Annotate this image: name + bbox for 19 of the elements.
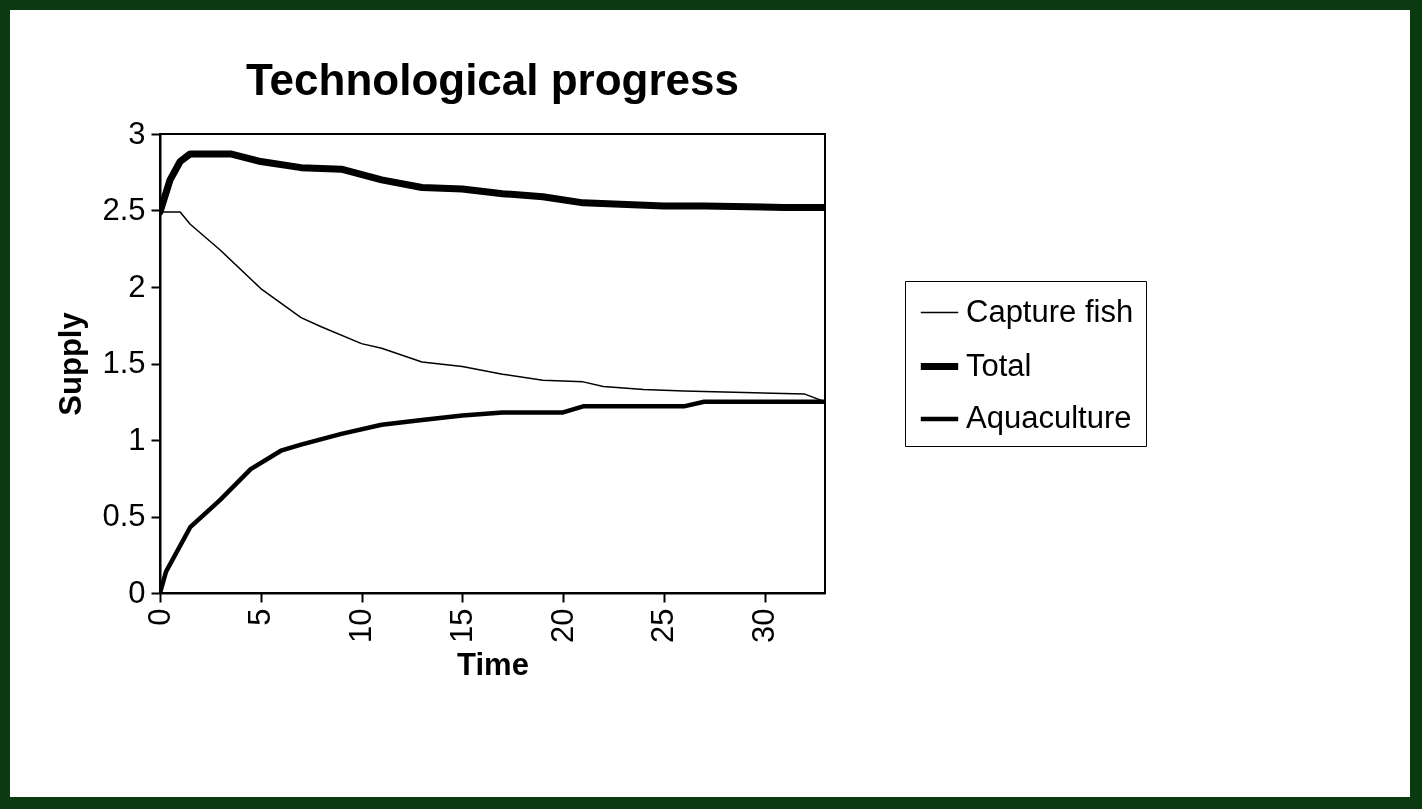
y-tick-label: 1.5 [102, 345, 146, 380]
x-tick-label: 10 [343, 608, 379, 643]
y-axis-title: Supply [53, 311, 89, 416]
y-tick-label: 2 [128, 268, 146, 304]
x-tick-label: 30 [746, 608, 782, 643]
x-axis-title: Time [457, 646, 529, 682]
legend-label: Aquaculture [966, 400, 1132, 435]
x-tick-label: 0 [141, 608, 177, 626]
chart-title: Technological progress [245, 55, 740, 104]
y-tick-label: 2.5 [102, 192, 146, 227]
legend-label: Total [966, 347, 1032, 383]
legend-label: Capture fish [966, 293, 1134, 329]
x-tick-label: 20 [544, 608, 580, 643]
x-tick-label: 15 [443, 608, 479, 643]
y-tick-label: 0.5 [102, 498, 146, 533]
x-tick-label: 5 [242, 608, 278, 626]
y-tick-label: 3 [128, 115, 146, 151]
y-tick-label: 1 [128, 421, 146, 457]
x-tick-label: 25 [645, 608, 681, 643]
